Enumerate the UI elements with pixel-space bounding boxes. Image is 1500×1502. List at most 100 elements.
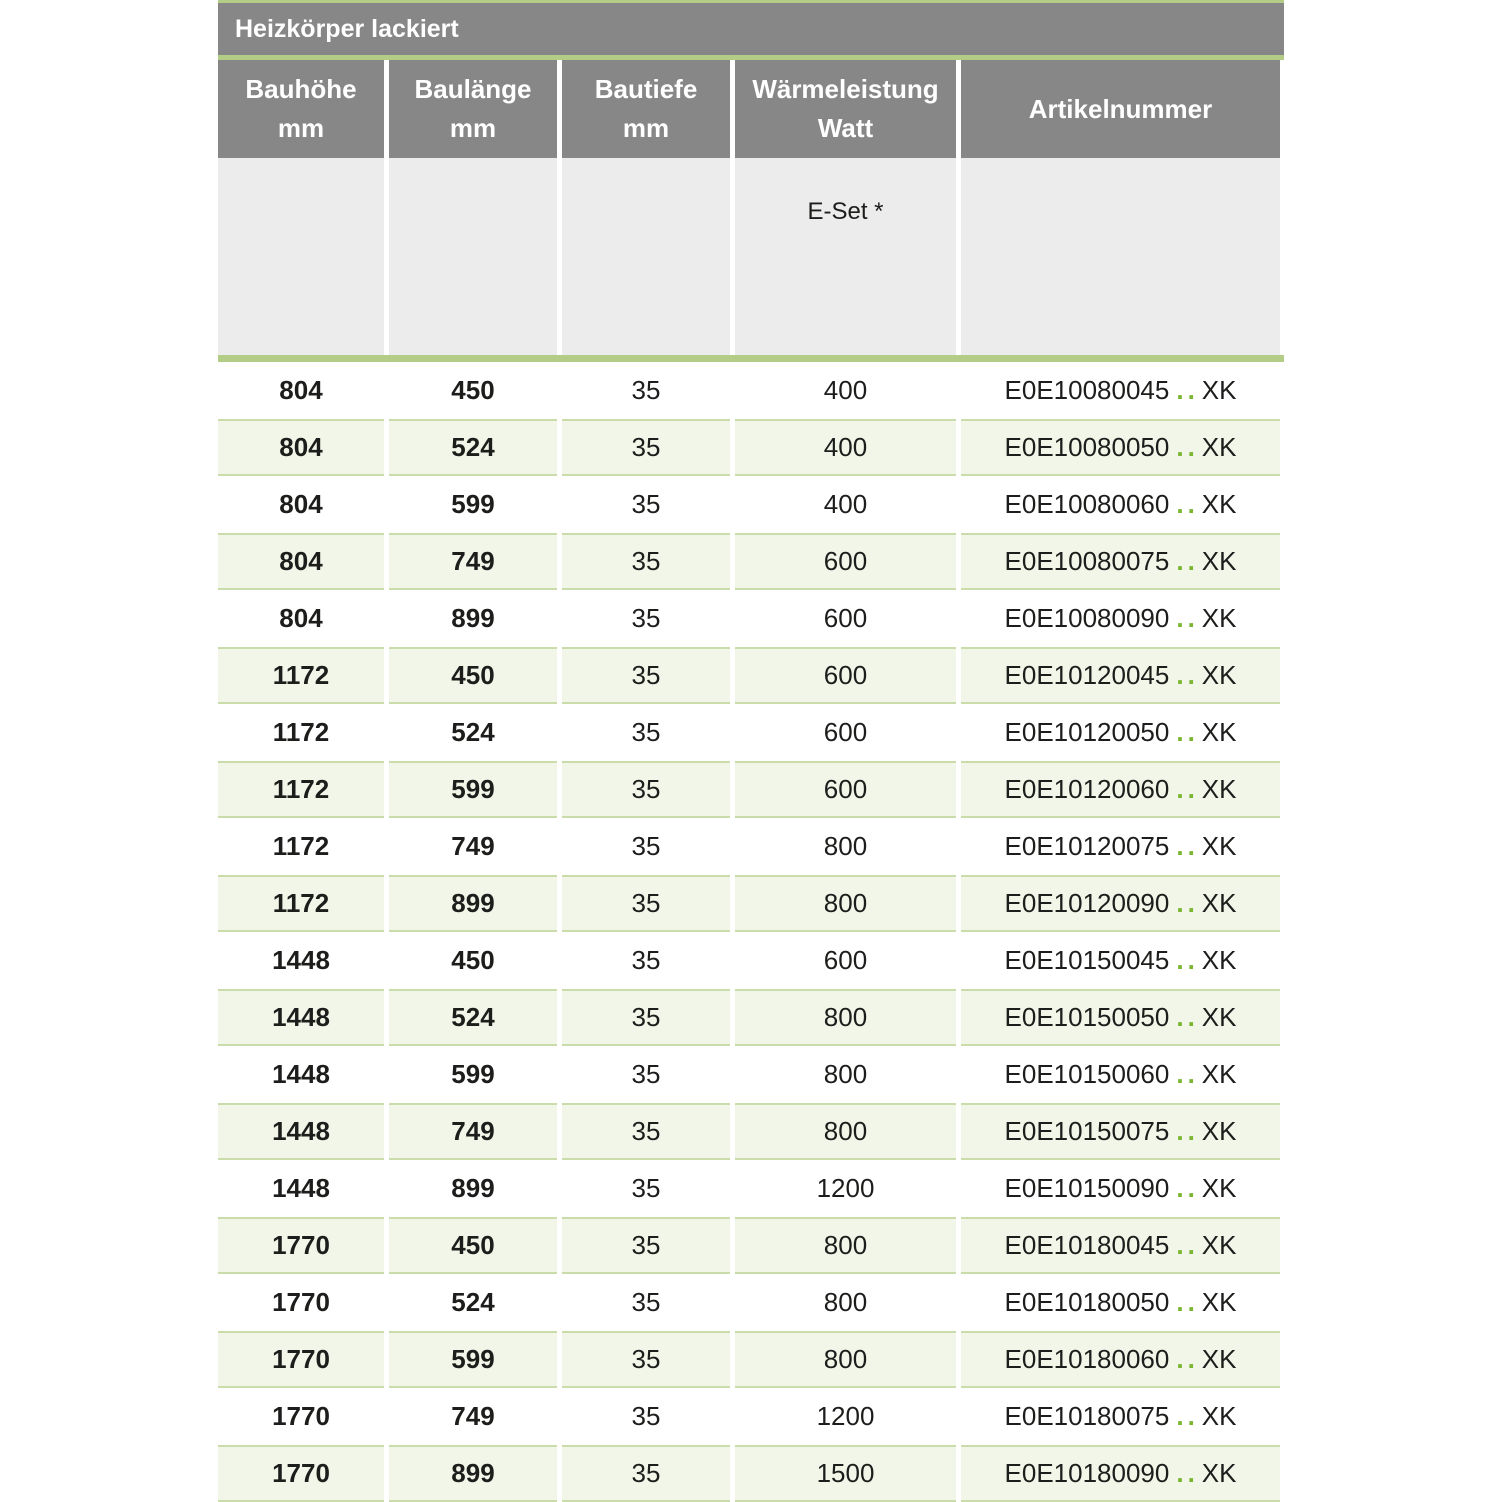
cell-artikelnummer: E0E10080060 .. XK [961, 476, 1280, 533]
artikelnummer-suffix: XK [1201, 831, 1237, 861]
table-row: 1770 524 35 800 E0E10180050 .. XK [218, 1274, 1284, 1331]
cell-bautiefe: 35 [562, 590, 730, 647]
cell-bauhoehe: 1448 [218, 932, 384, 989]
column-header-label: Baulänge [414, 74, 532, 104]
artikelnummer-suffix: XK [1201, 1344, 1237, 1374]
table-row: 804 450 35 400 E0E10080045 .. XK [218, 362, 1284, 419]
cell-waermeleistung: 400 [735, 476, 956, 533]
cell-artikelnummer: E0E10180075 .. XK [961, 1388, 1280, 1445]
cell-artikelnummer: E0E10150045 .. XK [961, 932, 1280, 989]
artikelnummer-suffix: XK [1201, 888, 1237, 918]
cell-bauhoehe: 1172 [218, 704, 384, 761]
top-accent-line [218, 0, 1284, 3]
cell-baulaenge: 899 [389, 1160, 557, 1217]
artikelnummer-placeholder-dots: .. [1176, 1059, 1199, 1089]
cell-artikelnummer: E0E10180050 .. XK [961, 1274, 1280, 1331]
artikelnummer-prefix: E0E10080060 [1004, 489, 1170, 519]
column-header-baulaenge: Baulänge mm [389, 60, 557, 158]
artikelnummer-suffix: XK [1201, 660, 1237, 690]
table-row: 1448 899 35 1200 E0E10150090 .. XK [218, 1160, 1284, 1217]
column-header-bauhoehe: Bauhöhe mm [218, 60, 384, 158]
artikelnummer-prefix: E0E10150090 [1004, 1173, 1170, 1203]
cell-bautiefe: 35 [562, 1331, 730, 1388]
table-title: Heizkörper lackiert [235, 14, 459, 43]
cell-bautiefe: 35 [562, 1046, 730, 1103]
cell-baulaenge: 599 [389, 1046, 557, 1103]
cell-bauhoehe: 1770 [218, 1274, 384, 1331]
cell-waermeleistung: 800 [735, 1103, 956, 1160]
cell-bautiefe: 35 [562, 1160, 730, 1217]
artikelnummer-placeholder-dots: .. [1176, 1287, 1199, 1317]
cell-artikelnummer: E0E10120060 .. XK [961, 761, 1280, 818]
artikelnummer-placeholder-dots: .. [1176, 1458, 1199, 1488]
cell-bautiefe: 35 [562, 1274, 730, 1331]
column-header-label: Artikelnummer [1028, 93, 1213, 124]
table-row: 804 524 35 400 E0E10080050 .. XK [218, 419, 1284, 476]
artikelnummer-placeholder-dots: .. [1176, 489, 1199, 519]
column-header-bautiefe: Bautiefe mm [562, 60, 730, 158]
subheader-cell [218, 158, 384, 355]
artikelnummer-placeholder-dots: .. [1176, 888, 1199, 918]
cell-baulaenge: 899 [389, 590, 557, 647]
artikelnummer-prefix: E0E10180060 [1004, 1344, 1170, 1374]
table-row: 804 899 35 600 E0E10080090 .. XK [218, 590, 1284, 647]
artikelnummer-placeholder-dots: .. [1176, 660, 1199, 690]
artikelnummer-suffix: XK [1201, 1173, 1237, 1203]
cell-bauhoehe: 1770 [218, 1331, 384, 1388]
cell-waermeleistung: 600 [735, 761, 956, 818]
cell-bauhoehe: 804 [218, 590, 384, 647]
artikelnummer-placeholder-dots: .. [1176, 1116, 1199, 1146]
subheader-row: E-Set * [218, 158, 1284, 355]
cell-bauhoehe: 1172 [218, 818, 384, 875]
cell-bautiefe: 35 [562, 932, 730, 989]
table-row: 1448 450 35 600 E0E10150045 .. XK [218, 932, 1284, 989]
table-row: 804 749 35 600 E0E10080075 .. XK [218, 533, 1284, 590]
cell-bautiefe: 35 [562, 476, 730, 533]
cell-artikelnummer: E0E10120075 .. XK [961, 818, 1280, 875]
table-body: 804 450 35 400 E0E10080045 .. XK 804 524… [218, 362, 1284, 1502]
cell-bauhoehe: 1172 [218, 875, 384, 932]
column-header-waermeleistung: Wärmeleistung Watt [735, 60, 956, 158]
artikelnummer-suffix: XK [1201, 1230, 1237, 1260]
column-header-label: Wärmeleistung [752, 74, 939, 104]
cell-bautiefe: 35 [562, 761, 730, 818]
cell-artikelnummer: E0E10120090 .. XK [961, 875, 1280, 932]
table-row: 1448 599 35 800 E0E10150060 .. XK [218, 1046, 1284, 1103]
cell-artikelnummer: E0E10180060 .. XK [961, 1331, 1280, 1388]
cell-waermeleistung: 800 [735, 875, 956, 932]
cell-waermeleistung: 600 [735, 704, 956, 761]
column-header-unit: Watt [817, 113, 874, 143]
column-header-unit: mm [449, 113, 497, 143]
artikelnummer-suffix: XK [1201, 1458, 1237, 1488]
artikelnummer-prefix: E0E10180050 [1004, 1287, 1170, 1317]
cell-bauhoehe: 804 [218, 533, 384, 590]
cell-waermeleistung: 800 [735, 1274, 956, 1331]
cell-artikelnummer: E0E10150060 .. XK [961, 1046, 1280, 1103]
column-header-artikelnummer: Artikelnummer [961, 60, 1280, 158]
table-row: 1770 599 35 800 E0E10180060 .. XK [218, 1331, 1284, 1388]
artikelnummer-placeholder-dots: .. [1176, 375, 1199, 405]
cell-bauhoehe: 1448 [218, 989, 384, 1046]
cell-waermeleistung: 600 [735, 932, 956, 989]
cell-baulaenge: 450 [389, 932, 557, 989]
artikelnummer-prefix: E0E10180090 [1004, 1458, 1170, 1488]
subheader-cell [562, 158, 730, 355]
column-header-label: Bauhöhe [245, 74, 357, 104]
cell-baulaenge: 599 [389, 761, 557, 818]
subheader-cell [961, 158, 1280, 355]
cell-waermeleistung: 400 [735, 362, 956, 419]
cell-bauhoehe: 1770 [218, 1445, 384, 1502]
cell-bautiefe: 35 [562, 875, 730, 932]
artikelnummer-placeholder-dots: .. [1176, 831, 1199, 861]
cell-bautiefe: 35 [562, 533, 730, 590]
table-row: 1770 450 35 800 E0E10180045 .. XK [218, 1217, 1284, 1274]
cell-baulaenge: 599 [389, 476, 557, 533]
artikelnummer-prefix: E0E10120075 [1004, 831, 1170, 861]
subheader-cell [389, 158, 557, 355]
cell-baulaenge: 450 [389, 362, 557, 419]
cell-waermeleistung: 600 [735, 647, 956, 704]
cell-waermeleistung: 400 [735, 419, 956, 476]
artikelnummer-prefix: E0E10150045 [1004, 945, 1170, 975]
cell-baulaenge: 899 [389, 1445, 557, 1502]
cell-waermeleistung: 800 [735, 1046, 956, 1103]
